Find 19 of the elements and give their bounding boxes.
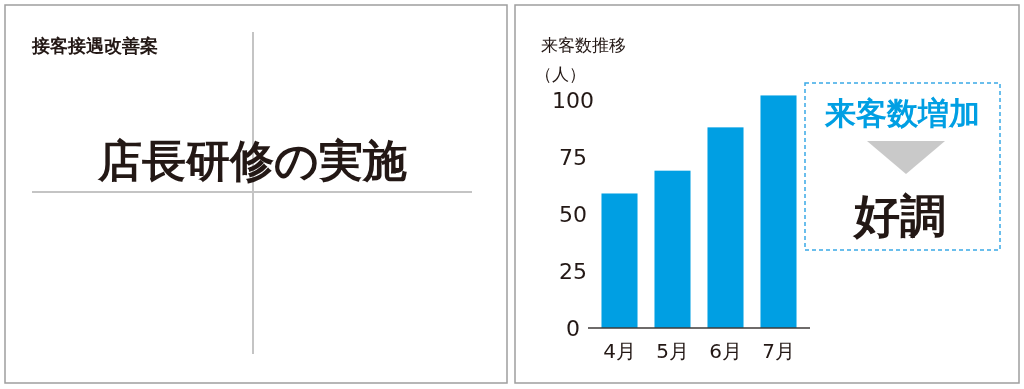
y-tick-label: 50 [559,202,587,227]
bar [707,127,744,328]
y-tick-label: 100 [552,88,594,113]
text: 接客接遇改善案 [31,35,158,56]
text: 来客数増加 [823,95,980,131]
y-tick-label: 0 [566,316,580,341]
x-tick-label: 5月 [656,339,689,363]
text: 店長研修の実施 [96,135,407,186]
text: 好調 [852,189,946,243]
x-tick-label: 4月 [603,339,636,363]
y-tick-label: 25 [559,259,587,284]
x-tick-label: 7月 [762,339,795,363]
bar [601,193,638,328]
chart-title: 来客数推移 [541,35,626,55]
bar [760,95,797,328]
y-tick-label: 75 [559,145,587,170]
y-axis-title: （人） [535,64,586,84]
x-tick-label: 6月 [709,339,742,363]
bar [654,170,691,328]
